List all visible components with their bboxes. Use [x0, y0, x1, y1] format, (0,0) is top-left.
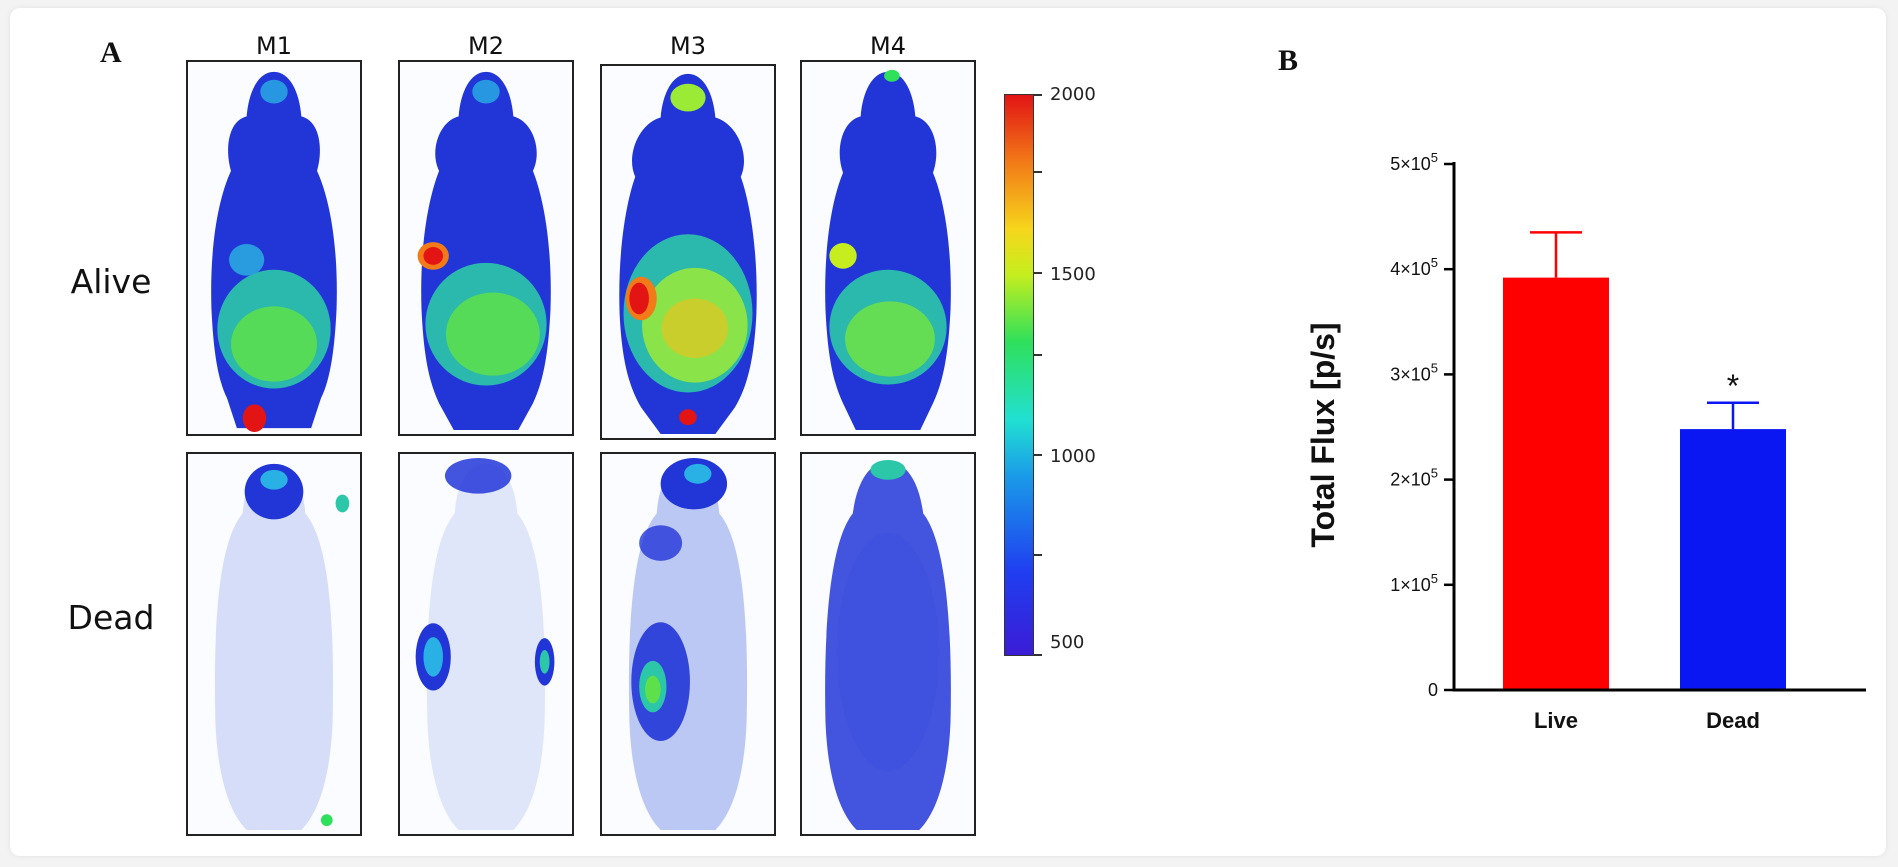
- colorbar-label-1500: 1500: [1050, 264, 1096, 285]
- column-label-m1: M1: [256, 32, 292, 60]
- colorbar-tick: [1033, 654, 1042, 656]
- y-tick-label: 0: [1428, 680, 1438, 700]
- bar-live: [1503, 277, 1609, 690]
- row-label-dead: Dead: [67, 598, 155, 637]
- bars: *: [1503, 231, 1786, 690]
- colorbar-tick: [1033, 554, 1042, 556]
- colorbar-tick: [1033, 94, 1042, 96]
- y-tick-label: 5×105: [1390, 150, 1438, 174]
- axes: [1452, 162, 1866, 692]
- colorbar-tick: [1033, 171, 1042, 173]
- x-tick-label-live: Live: [1534, 708, 1578, 733]
- mouse-image-m2-dead: [398, 452, 574, 836]
- y-tick-label: 2×105: [1390, 466, 1438, 490]
- x-axis-labels: Live Dead: [1534, 708, 1760, 733]
- column-label-m2: M2: [468, 32, 504, 60]
- column-label-m4: M4: [870, 32, 906, 60]
- significance-marker: *: [1727, 368, 1739, 404]
- row-label-alive: Alive: [70, 262, 152, 301]
- colorbar-label-1000: 1000: [1050, 446, 1096, 467]
- mouse-image-m4-alive: [800, 60, 976, 436]
- x-tick-label-dead: Dead: [1706, 708, 1760, 733]
- mouse-image-m1-alive: [186, 60, 362, 436]
- mouse-image-m2-alive: [398, 60, 574, 436]
- colorbar-gradient: [1004, 94, 1034, 656]
- bar-chart: 0 1×105 2×105 3×105 4×105 5×105 * Live Dead To…: [1305, 150, 1866, 733]
- figure-card: A M1 M2 M3 M4 Alive Dead: [10, 8, 1886, 856]
- colorbar-tick: [1033, 354, 1042, 356]
- panel-a-letter: A: [100, 36, 122, 69]
- y-tick-label: 3×105: [1390, 360, 1438, 384]
- mouse-image-m4-dead: [800, 452, 976, 836]
- colorbar-tick: [1033, 454, 1042, 456]
- panel-b-letter: B: [1278, 44, 1299, 77]
- colorbar-label-2000: 2000: [1050, 84, 1096, 105]
- mouse-image-m3-alive: [600, 64, 776, 440]
- column-label-m3: M3: [670, 32, 706, 60]
- y-axis-ticks: 0 1×105 2×105 3×105 4×105 5×105: [1390, 150, 1454, 700]
- y-tick-label: 1×105: [1390, 571, 1438, 595]
- colorbar-tick: [1033, 272, 1042, 274]
- y-tick-label: 4×105: [1390, 255, 1438, 279]
- mouse-image-m3-dead: [600, 452, 776, 836]
- colorbar-label-500: 500: [1050, 632, 1085, 653]
- mouse-image-m1-dead: [186, 452, 362, 836]
- bar-dead: [1680, 429, 1786, 690]
- y-axis-title: Total Flux [p/s]: [1305, 322, 1341, 547]
